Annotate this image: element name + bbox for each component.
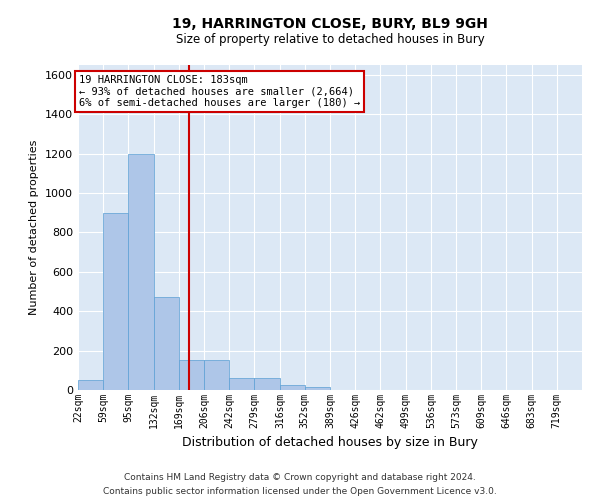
Bar	[305, 387, 330, 390]
Bar	[280, 385, 305, 390]
Text: 19 HARRINGTON CLOSE: 183sqm
← 93% of detached houses are smaller (2,664)
6% of s: 19 HARRINGTON CLOSE: 183sqm ← 93% of det…	[79, 75, 360, 108]
Text: Contains HM Land Registry data © Crown copyright and database right 2024.: Contains HM Land Registry data © Crown c…	[124, 472, 476, 482]
X-axis label: Distribution of detached houses by size in Bury: Distribution of detached houses by size …	[182, 436, 478, 450]
Text: Size of property relative to detached houses in Bury: Size of property relative to detached ho…	[176, 32, 484, 46]
Bar	[254, 378, 280, 390]
Bar	[154, 298, 179, 390]
Bar	[128, 154, 154, 390]
Text: Contains public sector information licensed under the Open Government Licence v3: Contains public sector information licen…	[103, 488, 497, 496]
Bar	[103, 212, 128, 390]
Bar	[179, 360, 205, 390]
Y-axis label: Number of detached properties: Number of detached properties	[29, 140, 40, 315]
Bar	[78, 380, 103, 390]
Text: 19, HARRINGTON CLOSE, BURY, BL9 9GH: 19, HARRINGTON CLOSE, BURY, BL9 9GH	[172, 18, 488, 32]
Bar	[229, 378, 254, 390]
Bar	[205, 360, 229, 390]
